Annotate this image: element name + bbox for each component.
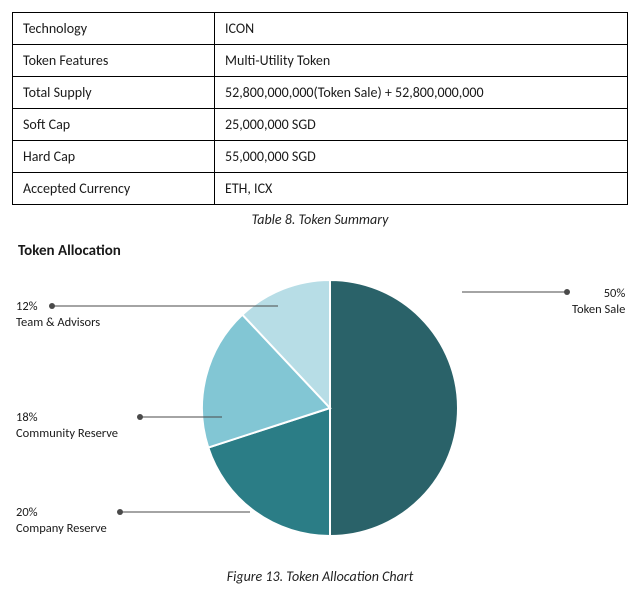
slice-name: Community Reserve [16,426,118,442]
slice-name: Company Reserve [16,521,107,537]
slice-label: 12%Team & Advisors [16,299,100,330]
table-row: Hard Cap55,000,000 SGD [13,141,628,173]
table-cell-key: Technology [13,13,215,45]
slice-name: Team & Advisors [16,315,100,331]
table-row: Total Supply52,800,000,000(Token Sale) +… [13,77,628,109]
table-cell-key: Soft Cap [13,109,215,141]
table-row: Accepted CurrencyETH, ICX [13,173,628,205]
pie-slice [330,280,458,536]
slice-percent: 12% [16,299,100,315]
table-cell-key: Hard Cap [13,141,215,173]
slice-name: Token Sale [572,302,625,318]
table-row: TechnologyICON [13,13,628,45]
slice-percent: 50% [572,286,625,302]
table-row: Token FeaturesMulti-Utility Token [13,45,628,77]
token-summary-rows: TechnologyICONToken FeaturesMulti-Utilit… [13,13,628,205]
slice-percent: 18% [16,410,118,426]
slice-percent: 20% [16,505,107,521]
table-row: Soft Cap25,000,000 SGD [13,109,628,141]
token-summary-table: TechnologyICONToken FeaturesMulti-Utilit… [12,12,628,205]
figure-caption: Figure 13. Token Allocation Chart [12,568,628,585]
slice-label: 50%Token Sale [572,286,625,317]
leader-dot [117,509,123,515]
table-cell-value: ICON [215,13,628,45]
leader-dot [137,414,143,420]
table-cell-value: 55,000,000 SGD [215,141,628,173]
leader-dot [564,289,570,295]
slice-label: 18%Community Reserve [16,410,118,441]
table-cell-key: Total Supply [13,77,215,109]
section-title: Token Allocation [18,242,628,260]
table-cell-value: ETH, ICX [215,173,628,205]
table-cell-value: 52,800,000,000(Token Sale) + 52,800,000,… [215,77,628,109]
table-cell-value: 25,000,000 SGD [215,109,628,141]
pie-chart-svg [202,280,458,536]
table-caption: Table 8. Token Summary [12,211,628,228]
token-allocation-chart: 50%Token Sale 20%Company Reserve 18%Commun… [12,262,628,562]
table-cell-key: Token Features [13,45,215,77]
table-cell-value: Multi-Utility Token [215,45,628,77]
slice-label: 20%Company Reserve [16,505,107,536]
table-cell-key: Accepted Currency [13,173,215,205]
